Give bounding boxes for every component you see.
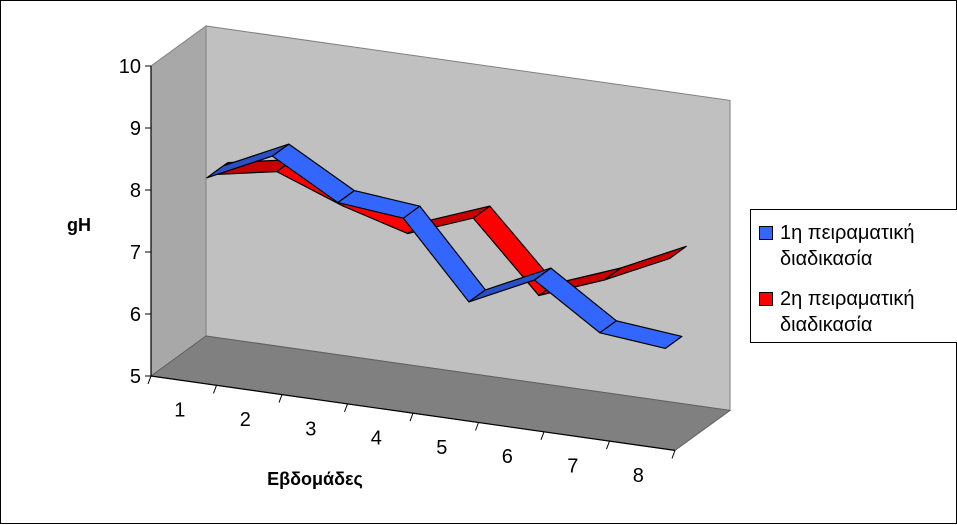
y-tick-label-9: 9: [130, 118, 141, 140]
x-tick-label-1: 1: [174, 400, 185, 422]
legend-label-series-1: 1η πειραματική διαδικασία: [780, 222, 915, 270]
y-tick-label-10: 10: [119, 56, 141, 78]
x-tick-label-3: 3: [305, 418, 316, 440]
legend: 1η πειραματική διαδικασία 2η πειραματική…: [750, 209, 957, 343]
x-tick-0: [147, 375, 152, 385]
legend-swatch-series-1: [759, 226, 773, 240]
x-tick-label-7: 7: [567, 455, 578, 477]
x-tick-5: [475, 422, 479, 431]
x-axis-title: Εβδομάδες: [267, 469, 363, 489]
x-tick-label-6: 6: [502, 446, 513, 468]
y-tick-label-5: 5: [130, 366, 141, 388]
side-wall: [150, 25, 207, 377]
x-tick-2: [278, 394, 283, 403]
legend-swatch-series-2: [759, 292, 773, 306]
y-axis-title: gH: [67, 215, 91, 235]
x-tick-7: [606, 440, 610, 450]
series-1-ribbon: [206, 143, 683, 349]
x-tick-8: [671, 450, 676, 459]
x-tick-3: [344, 403, 348, 413]
x-tick-4: [409, 413, 414, 422]
x-tick-label-8: 8: [633, 465, 644, 487]
legend-label-series-2: 2η πειραματική διαδικασία: [780, 288, 915, 336]
x-tick-6: [540, 431, 545, 440]
y-tick-label-7: 7: [130, 242, 141, 264]
series-2-segment-7: [603, 245, 687, 281]
x-tick-1: [213, 385, 217, 394]
x-tick-label-5: 5: [436, 437, 447, 459]
x-tick-label-4: 4: [371, 428, 382, 450]
y-tick-label-8: 8: [130, 180, 141, 202]
y-tick-label-6: 6: [130, 304, 141, 326]
x-tick-label-2: 2: [240, 409, 251, 431]
series-1-segment-7: [599, 320, 683, 349]
